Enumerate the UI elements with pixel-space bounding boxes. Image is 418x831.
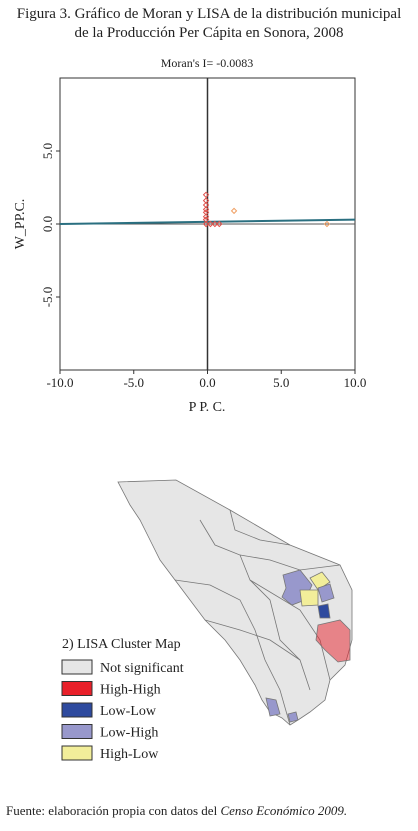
- point: [202, 213, 210, 220]
- legend-swatch: [61, 724, 93, 739]
- y-tick-label: 5.0: [40, 143, 55, 159]
- legend-label: High-Low: [100, 747, 159, 762]
- figure-title: Figura 3. Gráfico de Moran y LISA de la …: [17, 6, 402, 22]
- fit-line: [59, 218, 356, 225]
- map-border: [249, 579, 331, 681]
- map-border: [199, 519, 311, 691]
- x-tick-label: -5.0: [123, 375, 144, 390]
- point: [216, 220, 223, 228]
- y-axis-label: W_PP.C.: [13, 199, 28, 250]
- map-region: [315, 619, 351, 663]
- point: [211, 220, 219, 228]
- point: [202, 220, 210, 228]
- map-border: [229, 509, 291, 546]
- map-region: [309, 571, 331, 591]
- x-tick-label: 10.0: [344, 375, 367, 390]
- map-region: [317, 583, 335, 603]
- point: [207, 220, 214, 228]
- point: [230, 207, 238, 215]
- map: [117, 479, 353, 726]
- x-tick-label: 0.0: [199, 375, 215, 390]
- legend-label: Low-Low: [100, 704, 157, 719]
- legend-swatch: [61, 702, 93, 718]
- figure-title: de la Producción Per Cápita en Sonora, 2…: [74, 25, 343, 41]
- source: Fuente: elaboración propia con datos del…: [6, 803, 347, 818]
- legend-swatch: [61, 659, 93, 675]
- chart-title: Moran's I= -0.0083: [161, 56, 254, 70]
- legend-swatch: [61, 745, 93, 761]
- map-region: [299, 589, 319, 607]
- point: [323, 220, 331, 228]
- source-italic: Censo Económico 2009.: [220, 803, 347, 818]
- legend-label: Not significant: [100, 661, 184, 676]
- map-border: [174, 579, 291, 726]
- x-tick-label: 5.0: [273, 375, 289, 390]
- x-tick-label: -10.0: [46, 375, 73, 390]
- map-border: [204, 619, 301, 661]
- x-axis-label: P P. C.: [189, 400, 226, 415]
- map-border: [239, 554, 341, 571]
- legend-swatch: [61, 681, 93, 696]
- source-text: Fuente: elaboración propia con datos del: [6, 803, 220, 818]
- point: [202, 191, 210, 199]
- legend-title: 2) LISA Cluster Map: [62, 637, 181, 652]
- legend-label: High-High: [100, 683, 161, 698]
- map-region: [317, 603, 331, 619]
- legend-label: Low-High: [100, 726, 158, 741]
- map-region: [265, 697, 281, 717]
- map-region: [287, 711, 299, 723]
- map-region: [117, 479, 353, 726]
- point: [202, 206, 210, 213]
- y-tick-label: -5.0: [40, 287, 55, 308]
- y-tick-label: 0.0: [40, 216, 55, 232]
